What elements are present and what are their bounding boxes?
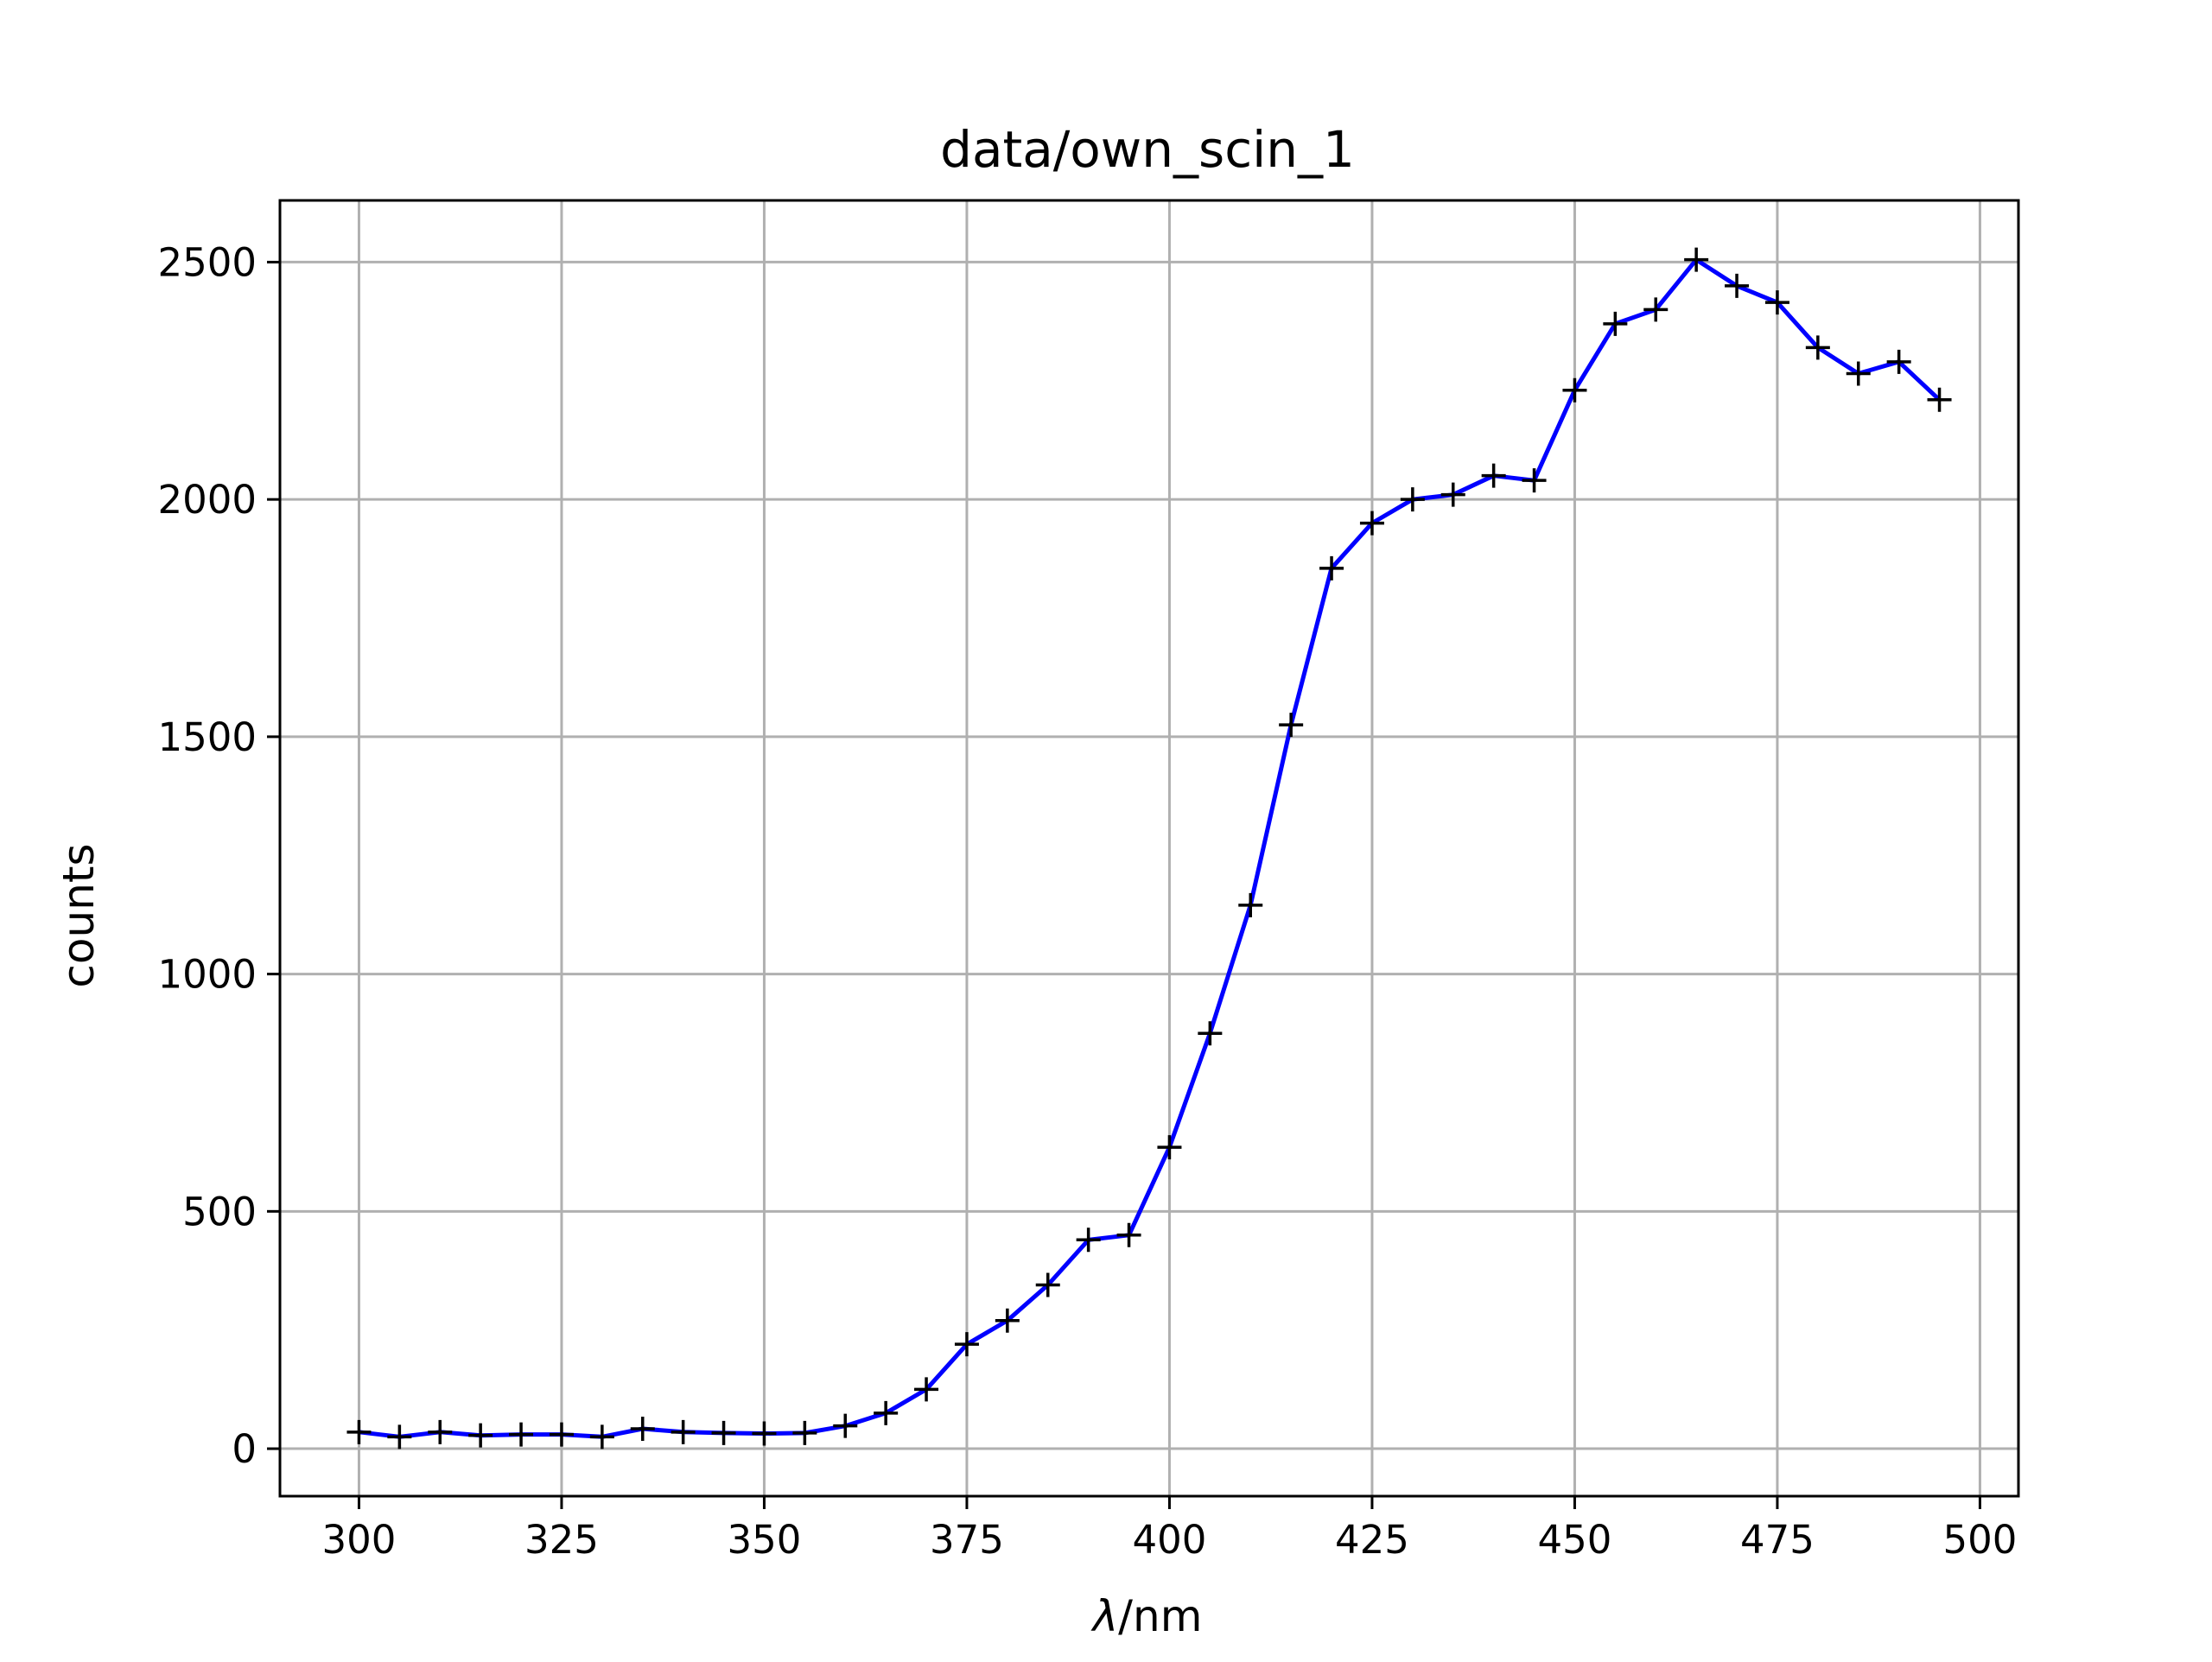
data-point-marker [1846, 361, 1871, 386]
x-axis-label-unit: /nm [1118, 1591, 1202, 1641]
data-point-marker [1643, 297, 1669, 322]
spectrum-line [357, 257, 1942, 1439]
data-point-marker [1400, 487, 1425, 512]
data-point-marker [833, 1413, 858, 1438]
x-tick-label: 300 [322, 1517, 397, 1563]
data-point-marker [1238, 892, 1263, 917]
grid-lines [280, 200, 2018, 1496]
data-point-marker [1684, 247, 1709, 272]
data-point-marker [589, 1424, 614, 1449]
data-point-marker [792, 1420, 817, 1445]
data-point-marker [914, 1377, 939, 1402]
data-point-marker [468, 1423, 493, 1448]
x-axis-ticks: 300 325 350 375 400 425 450 475 500 [322, 1496, 2017, 1563]
y-tick-label: 2000 [157, 477, 257, 523]
data-point-marker [1440, 482, 1465, 507]
data-point-marker [346, 1419, 372, 1444]
x-tick-label: 500 [1942, 1517, 2017, 1563]
data-point-marker [1076, 1227, 1101, 1253]
data-point-marker [1886, 349, 1911, 374]
data-point-marker [1279, 713, 1304, 738]
data-point-marker [1522, 468, 1547, 493]
data-point-marker [1927, 387, 1952, 412]
x-axis-label-variable: λ [1090, 1591, 1119, 1641]
data-point-marker [387, 1424, 412, 1449]
data-markers [346, 247, 1952, 1449]
data-point-marker [995, 1308, 1020, 1333]
data-point-marker [428, 1419, 453, 1444]
y-tick-label: 500 [182, 1189, 257, 1234]
y-tick-label: 1000 [157, 952, 257, 998]
data-point-marker [711, 1420, 736, 1445]
data-point-marker [671, 1419, 696, 1444]
x-tick-label: 400 [1132, 1517, 1206, 1563]
data-point-marker [1116, 1222, 1141, 1247]
data-point-marker [1725, 273, 1750, 298]
y-tick-label: 1500 [157, 714, 257, 760]
data-point-marker [1198, 1021, 1223, 1046]
x-tick-label: 350 [727, 1517, 801, 1563]
data-point-marker [1035, 1272, 1060, 1297]
data-point-marker [1319, 555, 1344, 580]
x-tick-label: 450 [1537, 1517, 1611, 1563]
data-point-marker [1764, 290, 1789, 315]
data-point-marker [1157, 1135, 1182, 1160]
data-point-marker [752, 1421, 777, 1446]
data-point-marker [1562, 377, 1587, 403]
x-tick-label: 375 [930, 1517, 1004, 1563]
data-point-marker [1481, 463, 1506, 488]
y-axis-label: counts [54, 843, 104, 987]
series-line [357, 257, 1942, 1439]
y-axis-ticks: 0 500 1000 1500 2000 2500 [157, 239, 280, 1472]
data-point-marker [1359, 511, 1384, 536]
data-point-marker [874, 1400, 899, 1425]
x-axis-label: λ/nm [1090, 1591, 1203, 1641]
x-tick-label: 325 [524, 1517, 599, 1563]
data-point-marker [630, 1416, 655, 1441]
chart-title: data/own_scin_1 [940, 120, 1355, 179]
x-tick-label: 425 [1335, 1517, 1409, 1563]
plot-area-frame [278, 199, 2020, 1498]
y-tick-label: 0 [232, 1426, 257, 1472]
data-point-marker [1603, 311, 1628, 336]
data-point-marker [549, 1422, 574, 1447]
data-point-marker [509, 1422, 534, 1447]
data-point-marker [1805, 335, 1830, 360]
data-point-marker [954, 1332, 979, 1357]
x-tick-label: 475 [1740, 1517, 1815, 1563]
y-tick-label: 2500 [157, 239, 257, 285]
